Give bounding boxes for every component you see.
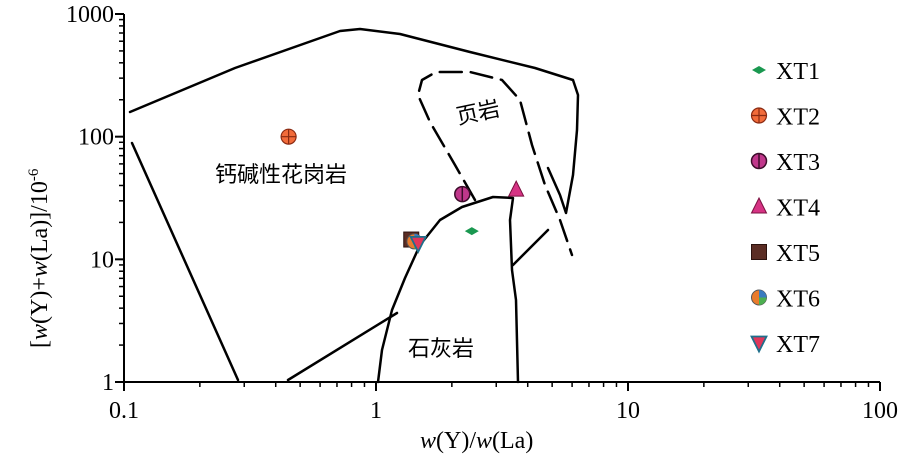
x-tick-label: 10 bbox=[616, 398, 640, 424]
marker-crosshair bbox=[281, 129, 297, 145]
x-tick-label: 0.1 bbox=[109, 398, 139, 424]
data-points bbox=[280, 128, 525, 254]
marker-diamond-icon bbox=[752, 66, 766, 74]
data-point-xt7 bbox=[409, 235, 428, 254]
shale-field-boundary bbox=[416, 70, 574, 257]
x-tick-label: 100 bbox=[862, 398, 898, 424]
data-point-xt1 bbox=[464, 227, 479, 236]
y-tick-label: 10 bbox=[90, 247, 114, 273]
legend-item-xt2: XT2 bbox=[750, 105, 820, 131]
marker-segment-blue bbox=[759, 290, 767, 298]
y-tick-label: 100 bbox=[78, 125, 114, 151]
region-label-granite: 钙碱性花岗岩 bbox=[215, 163, 347, 188]
data-point-xt2 bbox=[280, 128, 297, 145]
region-label-limestone: 石灰岩 bbox=[408, 337, 474, 362]
legend-label: XT1 bbox=[776, 59, 820, 85]
marker-segment-green bbox=[759, 297, 767, 305]
legend-item-xt1: XT1 bbox=[752, 59, 820, 85]
marker-triangle-up-icon bbox=[750, 196, 768, 214]
legend-label: XT6 bbox=[776, 287, 820, 313]
legend-label: XT2 bbox=[776, 105, 820, 131]
marker-triangle-up-icon bbox=[507, 180, 525, 197]
axes bbox=[123, 14, 880, 383]
legend-item-xt5: XT5 bbox=[751, 241, 820, 267]
marker-crosshair bbox=[751, 108, 767, 123]
limestone-field-boundary bbox=[376, 195, 520, 384]
x-tick-label: 1 bbox=[370, 398, 382, 424]
legend-label: XT4 bbox=[776, 196, 820, 222]
region-label-shale: 页岩 bbox=[454, 97, 502, 131]
marker-diamond-icon bbox=[464, 227, 479, 236]
y-tick-label: 1 bbox=[102, 370, 114, 396]
legend-item-xt7: XT7 bbox=[750, 332, 820, 358]
legend-item-xt6: XT6 bbox=[751, 287, 820, 313]
data-point-xt4 bbox=[507, 180, 525, 197]
x-axis-title: w(Y)/w(La) bbox=[420, 428, 533, 454]
limestone-side-line bbox=[511, 228, 550, 267]
legend-label: XT7 bbox=[776, 332, 820, 358]
granite-field-boundary bbox=[128, 27, 580, 215]
legend-item-xt3: XT3 bbox=[750, 150, 820, 176]
legend-label: XT3 bbox=[776, 150, 820, 176]
y-tick-label: 1000 bbox=[66, 2, 114, 28]
marker-triangle-down-icon bbox=[750, 335, 768, 354]
legend: XT1 XT2 XT3 XT4 XT5 XT6 XT7 bbox=[750, 59, 820, 358]
marker-square-icon bbox=[751, 244, 767, 260]
region-boundaries bbox=[128, 27, 580, 384]
granite-lower-boundary-b bbox=[286, 311, 399, 382]
data-point-xt3 bbox=[454, 185, 471, 203]
legend-label: XT5 bbox=[776, 241, 820, 267]
marker-triangle-down-icon bbox=[409, 235, 428, 254]
granite-lower-boundary-a bbox=[130, 141, 240, 382]
legend-item-xt4: XT4 bbox=[750, 196, 820, 222]
y-axis-title: [w(Y)+w(La)]/10-6 bbox=[26, 168, 53, 348]
